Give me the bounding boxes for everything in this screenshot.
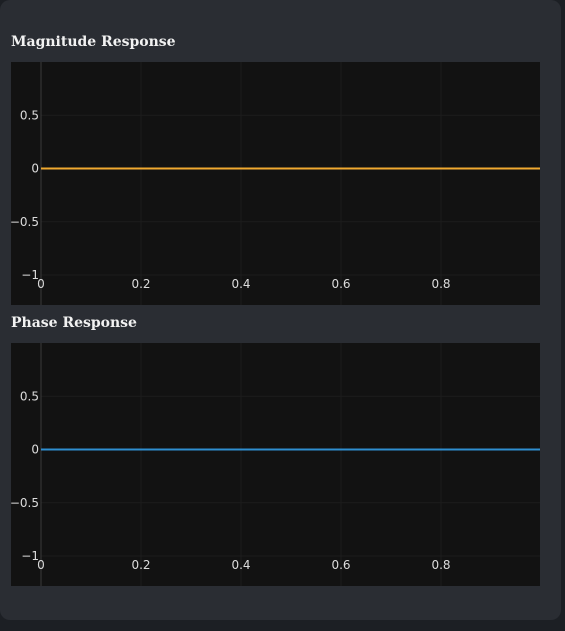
x-tick-label: 0.4 <box>231 558 250 572</box>
chart-title: Phase Response <box>11 315 137 331</box>
plot-area[interactable]: 0.5 0 −0.5 −1 0 0.2 0.4 0.6 0.8 <box>11 62 540 305</box>
x-tick-label: 0.8 <box>431 558 450 572</box>
y-tick-label: −1 <box>21 549 39 563</box>
phase-plot-svg: 0.50−0.5−10 0.2 0.4 0.6 0.8 <box>11 343 540 586</box>
y-tick-label: −0.5 <box>11 215 39 229</box>
y-tick-label: −0.5 <box>11 496 39 510</box>
x-tick-label: 0.8 <box>431 277 450 291</box>
y-tick-label: −1 <box>21 268 39 282</box>
chart-title: Magnitude Response <box>11 34 176 50</box>
y-tick-label: 0 <box>31 162 39 176</box>
x-tick-label: 0.6 <box>331 558 350 572</box>
x-tick-label: 0 <box>37 277 45 291</box>
y-tick-label: 0 <box>31 443 39 457</box>
x-tick-label: 0.6 <box>331 277 350 291</box>
plot-area[interactable]: 0.5 0 −0.5 −1 0 0.2 0.4 0.6 0.8 <box>11 343 540 586</box>
x-tick-label: 0 <box>37 558 45 572</box>
charts-panel: Magnitude Response 0.5 0 −0.5 −1 0 0.2 0.4 0.6 0… <box>0 0 561 620</box>
y-tick-label: 0.5 <box>20 108 39 122</box>
x-tick-label: 0.2 <box>131 558 150 572</box>
x-tick-label: 0.4 <box>231 277 250 291</box>
y-tick-label: 0.5 <box>20 389 39 403</box>
magnitude-plot-svg: 0.50−0.5−10 0.2 0.4 0.6 0.8 <box>11 62 540 305</box>
x-tick-label: 0.2 <box>131 277 150 291</box>
